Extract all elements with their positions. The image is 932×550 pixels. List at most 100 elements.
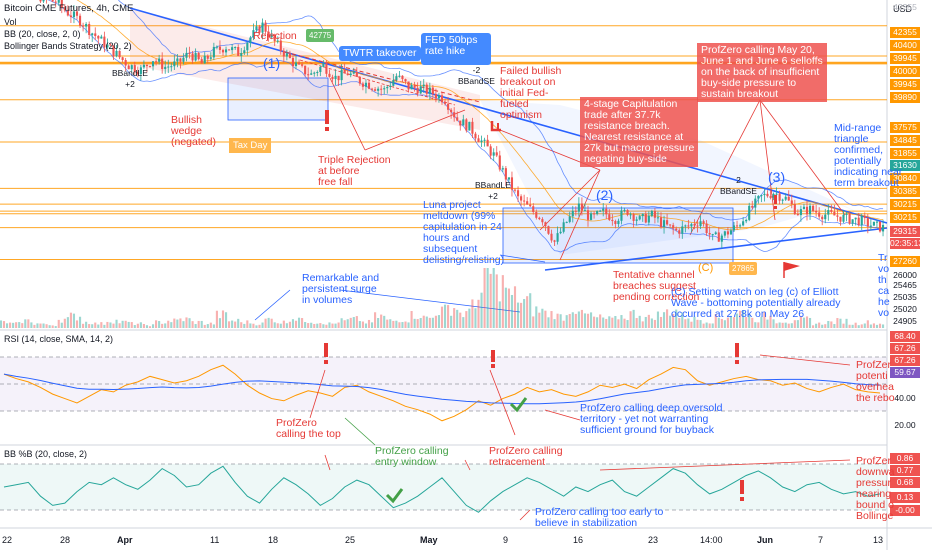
volume-bar [489,273,492,328]
candle-body [605,208,608,215]
volume-bar [392,320,395,328]
bb-label[interactable]: BB (20, close, 2, 0) [4,29,81,39]
volume-bar [559,314,562,328]
fed-label: FED 50bps rate hike [421,33,491,65]
volume-bar [605,318,608,328]
rsi-axis-tick: 67.26 [890,343,920,354]
candle-body [748,205,751,220]
candle-body [185,52,188,58]
rejection-label: Rejection [253,30,297,42]
volume-bar [228,321,231,328]
candle-body [863,216,866,219]
volume-bar [708,323,711,328]
bb-right-label: ProfZer downwa pressur nearing bound o B… [856,455,895,522]
volume-bar [553,319,556,328]
candle-body [656,217,660,219]
candle-body [440,95,444,103]
candle-body [158,58,161,62]
currency-label: USD [893,4,913,14]
volume-bar [751,317,754,328]
time-axis-tick: 7 [818,535,824,545]
time-axis-tick: 11 [210,535,220,545]
volume-bar [450,315,453,328]
volume-bar [568,313,571,328]
candle-body [340,70,343,81]
volume-bar [821,324,824,328]
volume-bar [85,321,88,328]
candle-body [212,46,215,58]
candle-body [772,193,775,198]
volume-axis-tick: 25465 [893,280,917,290]
volume-bar [717,317,720,328]
volume-bar [447,305,450,328]
candle-body [520,196,523,201]
candle-body [106,44,109,48]
candle-body [109,44,112,46]
volume-bar [790,323,793,328]
candle-body [684,225,687,227]
candle-body [112,45,115,57]
volume-bar [465,311,468,328]
candle-body [54,1,57,3]
candle-body [228,49,231,51]
candle-body [711,234,714,236]
tax-day-label: Tax Day [229,138,272,153]
candle-body [735,225,739,227]
candle-body [142,64,145,68]
volume-bar [766,319,769,328]
vol-label[interactable]: Vol [4,17,17,27]
volume-bar [57,319,60,328]
bbpct-label[interactable]: BB %B (20, close, 2) [4,449,88,459]
candle-body [431,87,434,95]
strategy-label[interactable]: Bollinger Bands Strategy (20, 2) [4,41,132,51]
twtr-label: TWTR takeover [339,46,421,61]
volume-bar [307,323,310,328]
candle-body [462,119,465,126]
candle-body [766,193,769,197]
rsi-label[interactable]: RSI (14, close, SMA, 14, 2) [4,334,114,344]
volume-bar [769,315,772,328]
candle-body [97,35,100,39]
remarkable-label: Remarkable and persistent surge in volum… [302,272,380,306]
volume-bar [310,322,313,328]
volume-axis-tick: 25020 [893,304,917,314]
candle-body [568,216,571,222]
rsi-axis-tick: 40.00 [894,393,916,403]
candle-body [291,57,295,67]
candle-body [428,87,431,94]
candle-body [739,225,742,227]
volume-bar [647,314,650,328]
candle-body [450,109,453,113]
candle-body [170,66,173,68]
volume-bar [136,323,139,328]
candle-body [322,63,325,67]
volume-bar [340,318,343,328]
candle-body [760,195,763,197]
candle-body [489,146,492,156]
candle-body [57,0,60,3]
candle-body [495,152,498,156]
volume-bar [608,316,611,328]
volume-bar [690,321,693,328]
wave2-label: (2) [596,187,614,203]
volume-bar [580,309,583,328]
volume-bar [443,304,447,328]
volume-bar [778,322,781,328]
candle-body [127,65,130,70]
candle-body [115,50,118,57]
candle-body [626,209,629,215]
volume-bar [878,323,882,328]
volume-bar [772,319,775,328]
bbandse-marker-1: -2 BBandSE [458,65,495,86]
volume-bar [565,315,568,328]
candle-body [635,219,638,221]
volume-bar [437,315,441,328]
candle-body [833,211,836,216]
candle-body [547,226,550,234]
candle-body [632,214,635,221]
candle-body [708,233,711,235]
candle-body [529,204,532,207]
volume-bar [812,325,815,328]
volume-bar [106,321,109,328]
chart-title: Bitcoin CME Futures, 4h, CME [4,3,134,14]
